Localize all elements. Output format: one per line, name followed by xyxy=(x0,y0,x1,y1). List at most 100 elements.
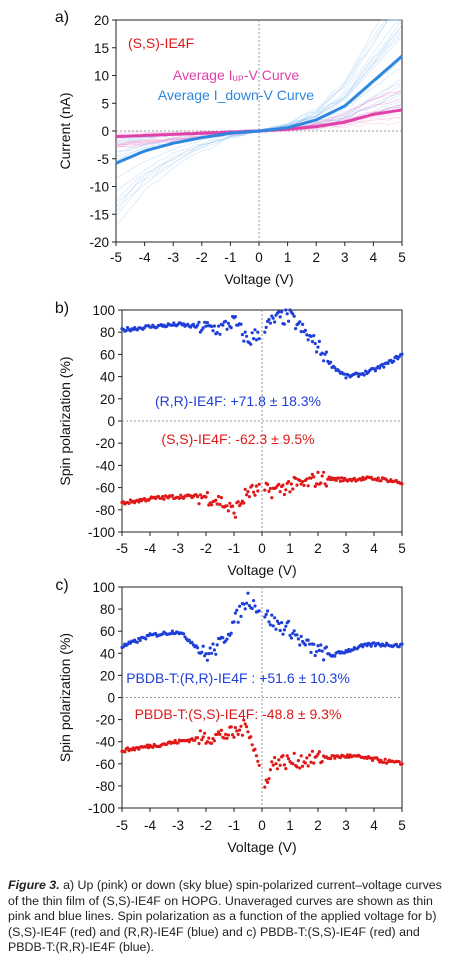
series-blue-point xyxy=(221,636,225,640)
series-red-point xyxy=(320,760,324,764)
series-blue-point xyxy=(233,315,237,319)
series-red-point xyxy=(277,482,281,486)
series-red-point xyxy=(243,722,247,726)
series-red-point xyxy=(371,758,375,763)
series-red-point xyxy=(344,755,348,759)
series-blue-point xyxy=(303,643,307,647)
series-blue-point xyxy=(322,359,326,363)
series-blue-point xyxy=(320,649,324,653)
series-red-point xyxy=(273,756,277,760)
series-blue-point xyxy=(212,648,216,652)
series-blue-point xyxy=(369,644,373,648)
series-red-point xyxy=(268,768,272,772)
series-red-point xyxy=(145,743,149,747)
series-blue-point xyxy=(301,322,305,326)
series-red-point xyxy=(254,754,258,758)
series-red-point xyxy=(196,495,200,499)
series-red-point xyxy=(274,762,278,766)
series-blue-point xyxy=(263,330,267,334)
series-blue-point xyxy=(277,621,281,626)
y-tick-label: 60 xyxy=(100,347,115,362)
series-red-point xyxy=(263,785,267,789)
series-blue-point xyxy=(256,330,260,334)
series-blue-point xyxy=(288,633,292,637)
series-blue-point xyxy=(373,369,377,373)
x-axis-label: Voltage (V) xyxy=(224,271,293,287)
series-red-point xyxy=(126,746,130,750)
series-blue-point xyxy=(246,591,250,595)
series-red-point xyxy=(327,475,331,479)
series-red-point xyxy=(162,497,166,501)
y-tick-label: -100 xyxy=(88,525,115,540)
series-red-point xyxy=(219,728,223,732)
series-red-point xyxy=(271,763,275,767)
series-red-point xyxy=(267,777,271,781)
series-blue-point xyxy=(253,604,257,608)
series-blue-point xyxy=(212,324,216,328)
series-red-point xyxy=(287,757,291,761)
unaveraged-down-curve xyxy=(115,78,403,227)
series-red-point xyxy=(400,482,404,486)
series-red-point xyxy=(337,476,341,480)
series-blue-point xyxy=(124,329,128,333)
y-tick-label: 20 xyxy=(94,13,109,28)
series-blue-point xyxy=(235,608,239,612)
series-blue-point xyxy=(364,369,368,373)
series-red-point xyxy=(270,496,274,500)
series-blue-point xyxy=(305,333,309,337)
series-red-point xyxy=(312,761,316,765)
series-red-point xyxy=(151,745,155,750)
series-blue-point xyxy=(245,601,249,605)
series-red-point xyxy=(239,724,243,728)
y-tick-label: 80 xyxy=(100,602,115,617)
series-blue-point xyxy=(208,646,212,650)
series-red-point xyxy=(322,470,326,474)
series-blue-point xyxy=(165,324,169,328)
series-blue-point xyxy=(201,644,205,648)
series-blue-point xyxy=(263,615,267,619)
series-red-point xyxy=(249,735,253,739)
x-tick-label: 1 xyxy=(284,250,292,265)
y-tick-label: -100 xyxy=(88,801,115,816)
series-red-point xyxy=(257,763,261,768)
series-red-point xyxy=(253,493,257,497)
series-red-point xyxy=(345,753,349,757)
series-blue-point xyxy=(361,645,365,649)
series-blue-point xyxy=(205,658,209,662)
y-tick-label: 20 xyxy=(100,668,115,683)
series-red-point xyxy=(235,729,239,733)
series-red-point xyxy=(245,493,249,497)
series-red-point xyxy=(277,758,281,762)
series-blue-point xyxy=(200,650,204,654)
series-red-point xyxy=(319,481,323,485)
series-red-point xyxy=(222,736,226,740)
series-blue-point xyxy=(282,322,286,326)
series-red-point xyxy=(299,482,303,486)
series-blue-point xyxy=(252,337,256,341)
series-blue-point xyxy=(383,644,387,648)
series-blue-point xyxy=(267,317,271,322)
series-blue-point xyxy=(144,637,148,641)
series-blue-point xyxy=(252,599,256,603)
series-blue-point xyxy=(196,323,200,327)
series-blue-point xyxy=(284,624,288,628)
series-blue-point xyxy=(138,638,142,643)
series-blue-point xyxy=(267,620,271,624)
series-red-point xyxy=(295,483,299,487)
series-blue-point xyxy=(196,646,200,650)
series-blue-point xyxy=(298,643,302,647)
series-blue-point xyxy=(319,643,323,647)
series-blue-point xyxy=(170,323,174,327)
series-blue-point xyxy=(285,312,289,316)
y-tick-label: -5 xyxy=(97,152,109,167)
x-tick-label: -4 xyxy=(144,541,156,556)
series-blue-point xyxy=(357,374,361,378)
series-blue-point xyxy=(317,339,321,343)
series-blue-point xyxy=(170,629,174,633)
series-blue-point xyxy=(372,641,376,645)
series-red-point xyxy=(309,760,313,764)
series-blue-point xyxy=(295,633,299,637)
series-red-point xyxy=(316,752,320,756)
x-tick-label: 3 xyxy=(342,541,350,556)
